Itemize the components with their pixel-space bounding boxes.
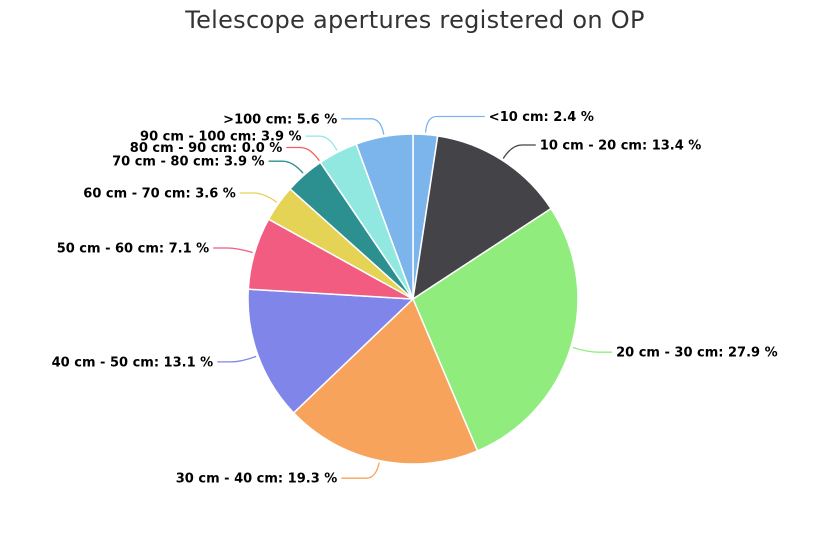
data-label-100-cm: >100 cm: 5.6 % bbox=[223, 112, 337, 127]
connector-10-cm-20-cm bbox=[502, 144, 536, 159]
pie-slice-100-cm[interactable] bbox=[355, 133, 414, 300]
pie-slice-10-cm-20-cm[interactable] bbox=[412, 135, 552, 300]
pie-slice-20-cm-30-cm[interactable] bbox=[412, 207, 579, 452]
data-label-40-cm-50-cm: 40 cm - 50 cm: 13.1 % bbox=[52, 355, 214, 370]
data-label-30-cm-40-cm: 30 cm - 40 cm: 19.3 % bbox=[176, 472, 338, 487]
connector-60-cm-70-cm bbox=[239, 192, 278, 203]
chart-title: Telescope apertures registered on OP bbox=[185, 6, 645, 34]
data-label-70-cm-80-cm: 70 cm - 80 cm: 3.9 % bbox=[112, 155, 265, 170]
connector-100-cm bbox=[341, 118, 385, 135]
connector-40-cm-50-cm bbox=[217, 355, 257, 363]
labels-layer: <10 cm: 2.4 % 10 cm - 20 cm: 13.4 % 20 cm … bbox=[52, 110, 778, 487]
pie-slice-30-cm-40-cm[interactable] bbox=[292, 298, 479, 465]
data-label-10-cm-20-cm: 10 cm - 20 cm: 13.4 % bbox=[540, 139, 702, 154]
data-label-20-cm-30-cm: 20 cm - 30 cm: 27.9 % bbox=[616, 346, 778, 361]
connector-90-cm-100-cm bbox=[305, 135, 338, 151]
data-label-80-cm-90-cm: 80 cm - 90 cm: 0.0 % bbox=[130, 141, 283, 156]
connector-20-cm-30-cm bbox=[572, 346, 613, 353]
data-label-50-cm-60-cm: 50 cm - 60 cm: 7.1 % bbox=[57, 242, 210, 257]
connector-80-cm-90-cm bbox=[286, 146, 320, 162]
connector-30-cm-40-cm bbox=[341, 462, 380, 479]
slices-layer bbox=[247, 133, 579, 465]
data-label-90-cm-100-cm: 90 cm - 100 cm: 3.9 % bbox=[140, 130, 302, 145]
connector-50-cm-60-cm bbox=[213, 247, 253, 254]
connector-10-cm bbox=[424, 115, 485, 133]
pie-slice-40-cm-50-cm[interactable] bbox=[247, 288, 414, 414]
connector-70-cm-80-cm bbox=[268, 160, 304, 174]
connectors-layer bbox=[213, 115, 613, 479]
data-label-60-cm-70-cm: 60 cm - 70 cm: 3.6 % bbox=[83, 187, 236, 202]
data-label-10-cm: <10 cm: 2.4 % bbox=[489, 110, 594, 125]
